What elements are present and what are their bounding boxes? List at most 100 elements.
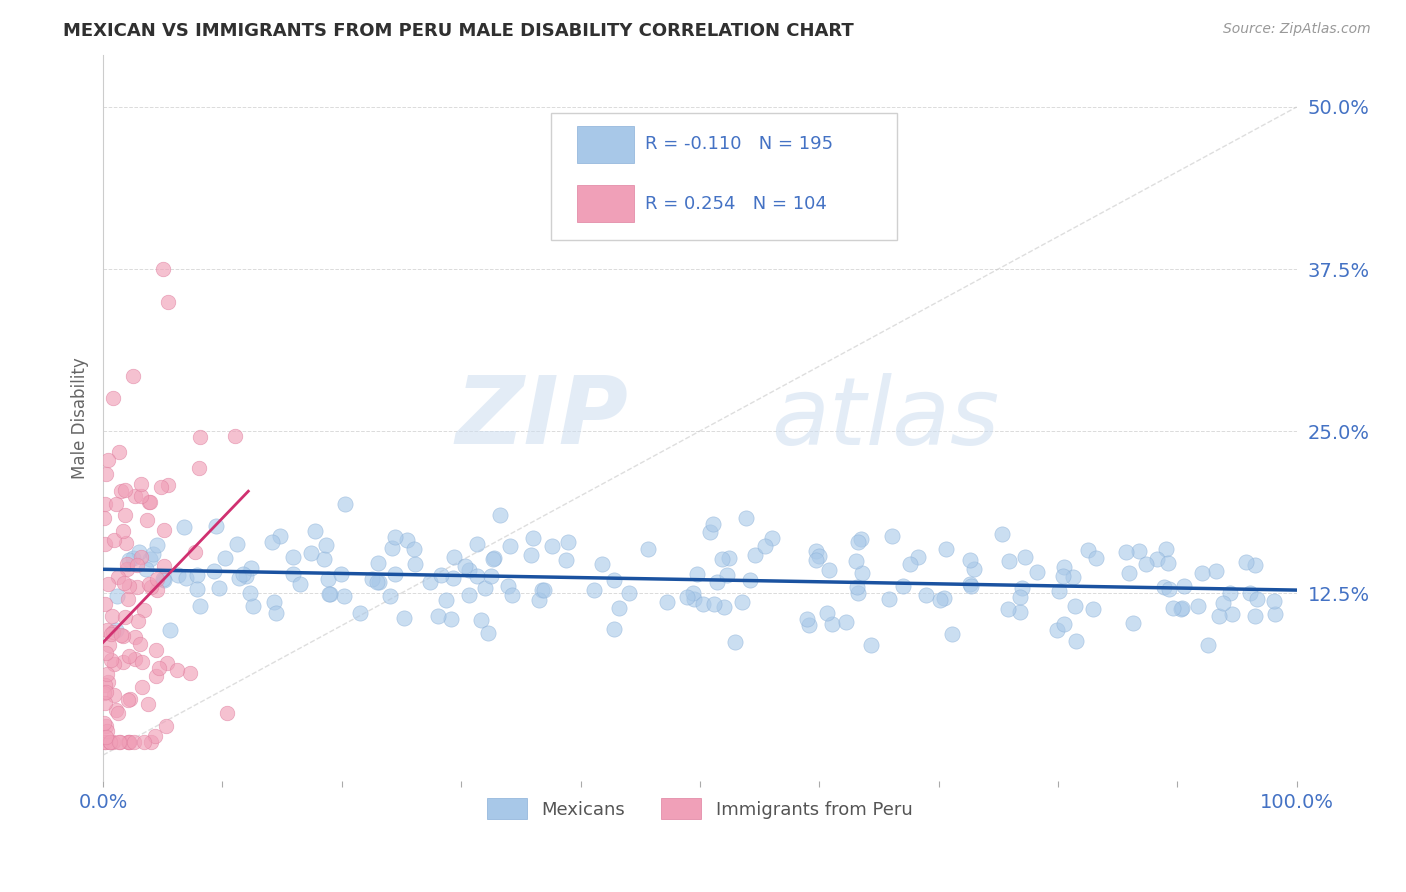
Point (935, 541, 957, 556)
Point (914, 588, 936, 602)
Point (143, 730, 166, 744)
Point (384, 530, 406, 544)
Point (166, 567, 188, 582)
Point (94, 678, 117, 692)
Point (166, 663, 188, 677)
Point (153, 524, 176, 538)
Point (136, 698, 159, 712)
Point (1081, 602, 1104, 616)
Point (457, 563, 479, 577)
Point (496, 578, 519, 592)
Point (1239, 585, 1261, 599)
Point (224, 428, 246, 442)
Point (692, 598, 714, 612)
Point (1046, 623, 1069, 637)
Text: R = 0.254   N = 104: R = 0.254 N = 104 (645, 194, 827, 212)
Point (260, 534, 283, 549)
FancyBboxPatch shape (576, 185, 634, 222)
Point (304, 524, 326, 538)
Point (138, 495, 160, 509)
Point (928, 592, 950, 607)
Point (118, 735, 141, 749)
Point (122, 735, 145, 749)
Point (100, 609, 122, 624)
Point (112, 524, 135, 539)
Point (474, 581, 496, 595)
Point (804, 552, 827, 566)
Point (242, 599, 264, 614)
Point (173, 520, 195, 534)
Point (103, 735, 125, 749)
Point (603, 573, 626, 587)
Point (117, 735, 139, 749)
Point (683, 591, 706, 606)
Point (603, 622, 626, 636)
Point (111, 656, 134, 670)
Point (93, 686, 115, 700)
Point (96, 666, 118, 681)
Point (114, 535, 136, 549)
Point (283, 549, 305, 564)
Point (114, 609, 136, 624)
Point (152, 572, 174, 586)
Point (963, 562, 986, 576)
Point (117, 579, 139, 593)
Point (402, 541, 425, 556)
Point (110, 484, 132, 499)
Point (288, 576, 311, 591)
Point (898, 558, 921, 572)
Point (97, 452, 120, 467)
Point (105, 497, 128, 511)
Point (470, 613, 492, 627)
Point (129, 477, 152, 491)
Point (118, 649, 141, 664)
Point (1263, 594, 1285, 608)
Point (110, 735, 132, 749)
Point (94, 497, 117, 511)
Point (959, 577, 981, 591)
Point (1011, 581, 1033, 595)
Point (960, 579, 983, 593)
Point (834, 615, 856, 629)
Point (880, 529, 903, 543)
Point (821, 617, 844, 632)
Point (846, 586, 869, 600)
Point (94, 719, 117, 733)
Point (93, 537, 115, 551)
Point (94, 467, 117, 481)
Point (489, 508, 512, 522)
Point (129, 549, 152, 564)
Point (381, 541, 404, 556)
Point (685, 566, 707, 581)
Point (699, 524, 721, 539)
Point (146, 538, 169, 552)
Point (118, 553, 141, 567)
Point (891, 579, 914, 593)
Point (98, 735, 121, 749)
Point (1156, 542, 1178, 557)
Point (142, 548, 165, 562)
Point (1025, 565, 1047, 579)
Point (118, 735, 141, 749)
Point (98, 735, 121, 749)
Point (138, 495, 160, 509)
Point (846, 580, 869, 594)
Point (96, 723, 118, 738)
Point (1187, 599, 1209, 613)
Point (1118, 566, 1140, 580)
Point (676, 590, 699, 604)
Point (114, 483, 136, 497)
Point (1222, 607, 1244, 621)
FancyBboxPatch shape (576, 126, 634, 162)
Point (131, 680, 153, 694)
Point (132, 603, 155, 617)
Point (482, 552, 505, 566)
Point (1208, 609, 1230, 624)
Point (808, 549, 831, 563)
Point (1010, 590, 1032, 604)
Point (186, 582, 208, 596)
Point (188, 430, 211, 444)
Point (555, 553, 578, 567)
Point (378, 589, 401, 603)
Point (128, 545, 150, 559)
